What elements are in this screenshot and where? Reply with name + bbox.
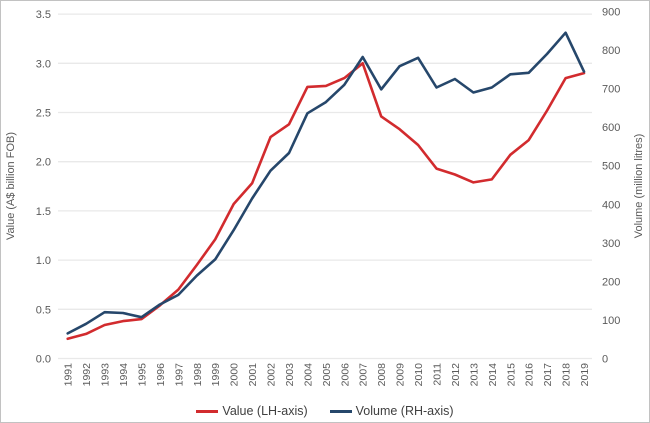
svg-text:2010: 2010 [413,363,425,387]
svg-text:900: 900 [602,7,620,19]
svg-text:3.5: 3.5 [36,9,51,21]
svg-text:2017: 2017 [542,363,554,387]
volume-line-swatch [329,409,352,413]
svg-text:800: 800 [602,45,620,57]
data-series [66,31,586,341]
svg-text:2018: 2018 [561,363,573,387]
chart-legend: Value (LH-axis) Volume (RH-axis) [1,404,649,418]
svg-text:1996: 1996 [155,363,167,387]
value-line-swatch [196,409,219,413]
svg-text:1.5: 1.5 [36,206,51,218]
x-axis-ticks: 1991 1992 1993 1994 1995 1996 1997 1998 1999 2000… [63,363,591,387]
svg-text:200: 200 [602,276,620,288]
svg-text:2.0: 2.0 [36,157,51,169]
svg-text:1992: 1992 [81,363,93,387]
svg-text:700: 700 [602,84,620,96]
legend-label-value: Value (LH-axis) [222,404,308,418]
svg-text:2006: 2006 [339,363,351,387]
svg-text:0.0: 0.0 [36,354,51,366]
svg-text:1994: 1994 [118,363,130,387]
right-axis-title: Volume (million litres) [633,134,645,239]
svg-text:1998: 1998 [192,363,204,387]
svg-text:2013: 2013 [468,363,480,387]
svg-text:1999: 1999 [210,363,222,387]
svg-text:2016: 2016 [524,363,536,387]
right-axis-ticks: 0 100 200 300 400 500 600 700 800 900 [602,7,620,366]
gridlines [58,13,592,360]
svg-text:2002: 2002 [266,363,278,387]
svg-text:3.0: 3.0 [36,58,51,70]
svg-text:1997: 1997 [173,363,185,387]
svg-text:2011: 2011 [432,363,444,386]
svg-text:500: 500 [602,161,620,173]
svg-text:2000: 2000 [229,363,241,387]
svg-text:2008: 2008 [376,363,388,387]
svg-text:400: 400 [602,199,620,211]
svg-text:300: 300 [602,238,620,250]
svg-text:1995: 1995 [136,363,148,387]
svg-text:2001: 2001 [247,363,259,387]
svg-text:2005: 2005 [321,363,333,387]
svg-text:0: 0 [602,354,608,366]
legend-label-volume: Volume (RH-axis) [355,404,454,418]
svg-text:2007: 2007 [358,363,370,387]
svg-text:1991: 1991 [63,363,75,387]
svg-text:1.0: 1.0 [36,255,51,267]
svg-text:2014: 2014 [487,363,499,387]
svg-text:600: 600 [602,122,620,134]
legend-item-volume: Volume (RH-axis) [329,404,454,418]
svg-text:2009: 2009 [395,363,407,387]
legend-item-value: Value (LH-axis) [196,404,308,418]
svg-text:100: 100 [602,315,620,327]
svg-text:2019: 2019 [579,363,591,387]
left-axis-ticks: 0.0 0.5 1.0 1.5 2.0 2.5 3.0 3.5 [36,9,51,365]
svg-text:2012: 2012 [450,363,462,387]
left-axis-title: Value (A$ billion FOB) [5,132,17,240]
svg-text:1993: 1993 [100,363,112,387]
svg-text:2.5: 2.5 [36,108,51,120]
svg-text:2004: 2004 [302,363,314,387]
svg-text:2015: 2015 [505,363,517,387]
svg-text:0.5: 0.5 [36,304,51,316]
svg-text:2003: 2003 [284,363,296,387]
